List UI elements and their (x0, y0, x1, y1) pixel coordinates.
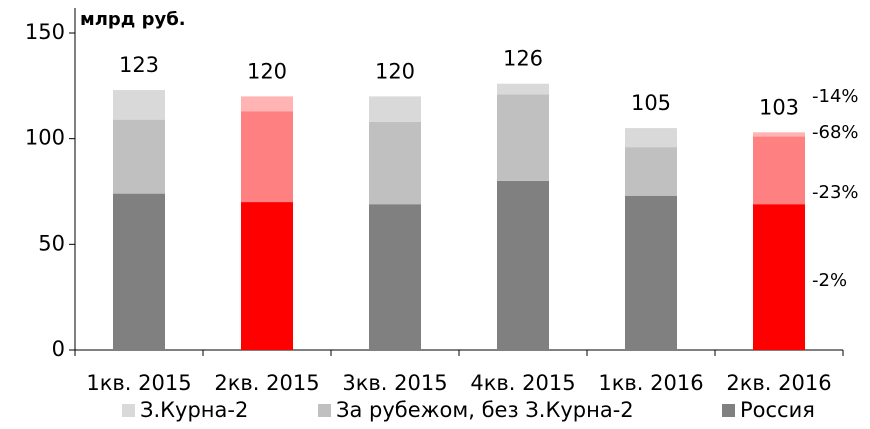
x-tick-label: 3кв. 2015 (342, 371, 447, 395)
total-label: 123 (119, 53, 159, 77)
legend-swatch (318, 404, 331, 417)
bar-segment (369, 96, 421, 122)
y-tick-label: 50 (38, 231, 65, 255)
bar-segment (625, 128, 677, 148)
bar-segment (241, 111, 293, 203)
total-label: 105 (631, 91, 671, 115)
bar-segment (625, 195, 677, 350)
legend-label: З.Курна-2 (140, 398, 248, 422)
bar-segment (753, 136, 805, 205)
x-tick-label: 2кв. 2016 (726, 371, 831, 395)
legend-swatch (122, 404, 135, 417)
annotation: -2% (812, 270, 847, 291)
total-label: 120 (247, 59, 287, 83)
total-label: 103 (759, 95, 799, 119)
total-label: 120 (375, 59, 415, 83)
total-label: 126 (503, 47, 543, 71)
x-tick-label: 4кв. 2015 (470, 371, 575, 395)
x-tick-label: 1кв. 2015 (86, 371, 191, 395)
bar-segment (497, 94, 549, 181)
bar-segment (497, 83, 549, 95)
y-axis-label: млрд руб. (80, 9, 186, 30)
x-tick-label: 2кв. 2015 (214, 371, 319, 395)
bar-segment (113, 193, 165, 350)
annotation: -68% (812, 122, 859, 143)
y-tick-label: 150 (25, 20, 65, 44)
bar-segment (369, 121, 421, 205)
x-tick-label: 1кв. 2016 (598, 371, 703, 395)
y-tick-label: 0 (52, 337, 65, 361)
annotation: -14% (812, 86, 859, 107)
annotation: -23% (812, 182, 859, 203)
y-tick-label: 100 (25, 126, 65, 150)
bar-segment (241, 96, 293, 112)
bar-segment (113, 90, 165, 120)
legend-label: За рубежом, без З.Курна-2 (336, 398, 634, 422)
bar-segment (625, 147, 677, 196)
bar-segment (753, 204, 805, 350)
bar-segment (369, 204, 421, 350)
bar-segment (753, 132, 805, 137)
legend-label: Россия (740, 398, 815, 422)
bar-segment (497, 180, 549, 350)
bar-segment (241, 202, 293, 350)
legend-swatch (722, 404, 735, 417)
bar-segment (113, 119, 165, 194)
